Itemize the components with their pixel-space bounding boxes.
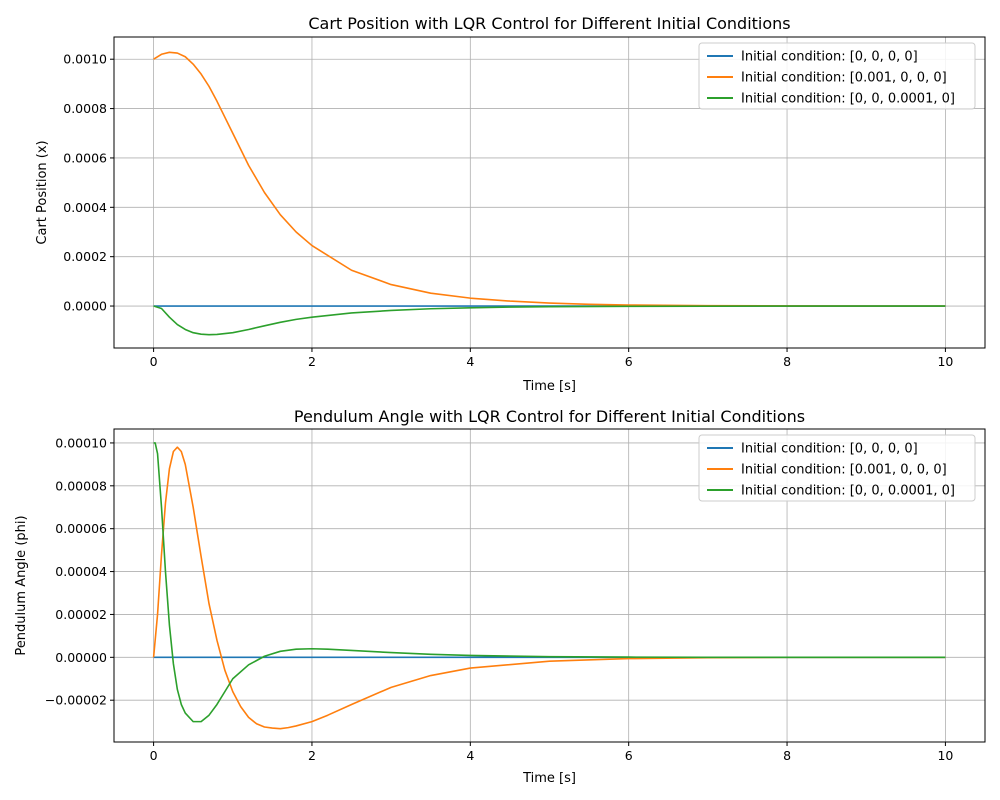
pendulum-angle-title: Pendulum Angle with LQR Control for Diff… xyxy=(294,407,805,426)
cart-xtick-label: 6 xyxy=(625,354,633,369)
cart-position-chart: Cart Position with LQR Control for Diffe… xyxy=(35,14,986,394)
pendulum-xtick-label: 4 xyxy=(466,748,474,763)
cart-position-xlabel: Time [s] xyxy=(522,379,576,394)
pendulum-ytick-label: −0.00002 xyxy=(45,693,107,708)
pendulum-xtick-label: 10 xyxy=(937,748,953,763)
cart-series-line-1 xyxy=(153,51,946,307)
pendulum-legend-box xyxy=(698,434,976,502)
pendulum-ytick-label: 0.00002 xyxy=(55,607,107,622)
cart-legend-label: Initial condition: [0, 0, 0.0001, 0] xyxy=(741,92,955,107)
cart-ytick-label: 0.0006 xyxy=(63,150,107,165)
cart-xtick-label: 2 xyxy=(308,354,316,369)
pendulum-xtick-label: 0 xyxy=(150,748,158,763)
pendulum-angle-ylabel: Pendulum Angle (phi) xyxy=(14,515,29,655)
pendulum-plot-frame xyxy=(113,428,986,743)
pendulum-xtick-label: 2 xyxy=(308,748,316,763)
pendulum-xtick-label: 6 xyxy=(625,748,633,763)
pendulum-series-line-1 xyxy=(152,446,946,730)
cart-series-line-2 xyxy=(153,305,946,336)
cart-xtick-label: 0 xyxy=(150,354,158,369)
cart-plot-frame xyxy=(113,36,986,349)
pendulum-ytick-label: 0.00000 xyxy=(55,650,107,665)
pendulum-ytick-label: 0.00006 xyxy=(55,521,107,536)
pendulum-xtick-label: 8 xyxy=(783,748,791,763)
cart-ytick-label: 0.0002 xyxy=(63,249,107,264)
pendulum-angle-xlabel: Time [s] xyxy=(522,771,576,786)
cart-legend-box xyxy=(698,42,976,110)
cart-xtick-label: 4 xyxy=(466,354,474,369)
cart-xtick-label: 10 xyxy=(937,354,953,369)
cart-legend-label: Initial condition: [0.001, 0, 0, 0] xyxy=(741,71,947,86)
cart-position-ylabel: Cart Position (x) xyxy=(35,140,50,244)
cart-ytick-label: 0.0008 xyxy=(63,101,107,116)
pendulum-legend-label: Initial condition: [0, 0, 0.0001, 0] xyxy=(741,484,955,499)
pendulum-series-line-2 xyxy=(153,442,946,723)
cart-xtick-label: 8 xyxy=(783,354,791,369)
cart-ytick-label: 0.0010 xyxy=(63,52,107,67)
cart-legend-label: Initial condition: [0, 0, 0, 0] xyxy=(741,50,918,65)
pendulum-ytick-label: 0.00010 xyxy=(55,435,107,450)
pendulum-legend-label: Initial condition: [0.001, 0, 0, 0] xyxy=(741,463,947,478)
cart-ytick-label: 0.0004 xyxy=(63,200,107,215)
pendulum-ytick-label: 0.00004 xyxy=(55,564,107,579)
pendulum-legend-label: Initial condition: [0, 0, 0, 0] xyxy=(741,442,918,457)
pendulum-angle-chart: Pendulum Angle with LQR Control for Diff… xyxy=(14,407,986,786)
pendulum-ytick-label: 0.00008 xyxy=(55,478,107,493)
cart-ytick-label: 0.0000 xyxy=(63,299,107,314)
cart-position-title: Cart Position with LQR Control for Diffe… xyxy=(308,14,790,33)
